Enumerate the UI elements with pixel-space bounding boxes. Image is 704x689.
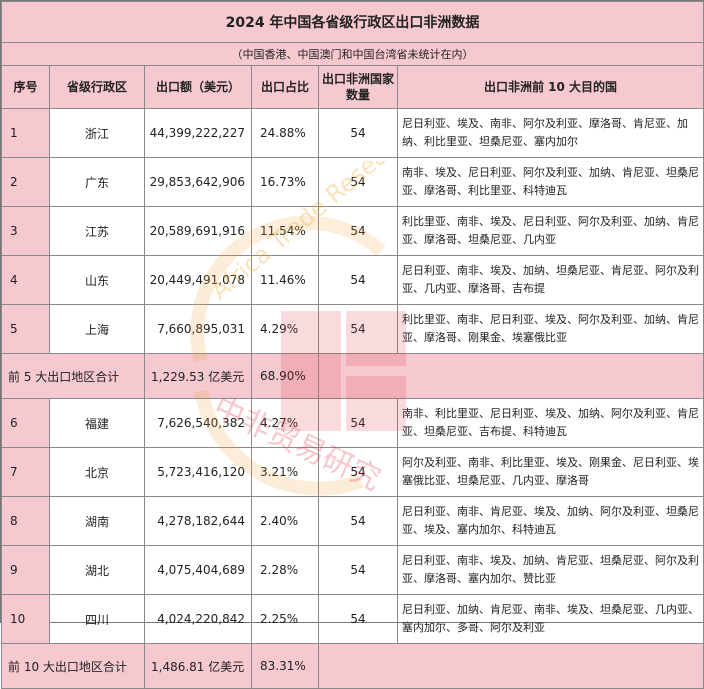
- row-share: 2.25%: [251, 594, 319, 644]
- title-row: 2024 年中国各省级行政区出口非洲数据: [0, 1, 704, 43]
- row-share: 2.28%: [251, 545, 319, 595]
- row-amount: 4,075,404,689: [144, 545, 252, 595]
- subtotal-top10-share: 83.31%: [251, 643, 319, 689]
- row-amount: 5,723,416,120: [144, 447, 252, 497]
- row-destinations: 南非、埃及、尼日利亚、阿尔及利亚、加纳、肯尼亚、坦桑尼亚、摩洛哥、利比里亚、科特…: [396, 157, 704, 207]
- table-title: 2024 年中国各省级行政区出口非洲数据: [0, 1, 704, 43]
- row-amount: 20,449,491,078: [144, 255, 252, 305]
- subtotal-top10-blank: [317, 643, 704, 689]
- row-destinations: 尼日利亚、南非、肯尼亚、埃及、加纳、阿尔及利亚、坦桑尼亚、埃及、塞内加尔、科特迪…: [396, 496, 704, 546]
- row-countries: 54: [318, 304, 398, 354]
- row-amount: 7,626,540,382: [144, 398, 252, 448]
- table-subtitle: （中国香港、中国澳门和中国台湾省未统计在内）: [0, 42, 704, 66]
- row-countries: 54: [318, 157, 398, 207]
- row-destinations: 利比里亚、南非、尼日利亚、埃及、阿尔及利亚、加纳、肯尼亚、摩洛哥、刚果金、埃塞俄…: [396, 304, 704, 354]
- row-share: 3.21%: [251, 447, 319, 497]
- subtotal-top10-row: 前 10 大出口地区合计 1,486.81 亿美元 83.31%: [1, 643, 704, 689]
- row-countries: 54: [318, 255, 398, 305]
- row-index: 3: [1, 206, 50, 256]
- row-province: 广东: [49, 157, 145, 207]
- row-province: 四川: [49, 594, 145, 644]
- header-destinations: 出口非洲前 10 大目的国: [396, 65, 704, 109]
- row-destinations: 利比里亚、南非、埃及、尼日利亚、阿尔及利亚、加纳、肯尼亚、摩洛哥、坦桑尼亚、几内…: [396, 206, 704, 256]
- row-province: 江苏: [49, 206, 145, 256]
- table-row: 4 山东 20,449,491,078 11.46% 54 尼日利亚、南非、埃及、加纳、坦…: [1, 255, 704, 305]
- row-amount: 4,024,220,842: [144, 594, 252, 644]
- subtotal-top5-label: 前 5 大出口地区合计: [1, 353, 145, 399]
- row-index: 7: [1, 447, 50, 497]
- row-share: 16.73%: [251, 157, 319, 207]
- row-share: 4.29%: [251, 304, 319, 354]
- row-province: 山东: [49, 255, 145, 305]
- row-countries: 54: [318, 447, 398, 497]
- row-index: 6: [1, 398, 50, 448]
- row-province: 北京: [49, 447, 145, 497]
- row-destinations: 尼日利亚、南非、埃及、加纳、肯尼亚、坦桑尼亚、阿尔及利亚、摩洛哥、塞内加尔、赞比…: [396, 545, 704, 595]
- header-share: 出口占比: [251, 65, 319, 109]
- row-share: 11.54%: [251, 206, 319, 256]
- row-province: 湖南: [49, 496, 145, 546]
- header-amount: 出口额（美元）: [144, 65, 252, 109]
- row-index: 2: [1, 157, 50, 207]
- row-countries: 54: [318, 594, 398, 644]
- subtotal-top5-amount: 1,229.53 亿美元: [144, 353, 252, 399]
- row-countries: 54: [318, 108, 398, 158]
- subtotal-top10-amount: 1,486.81 亿美元: [144, 643, 252, 689]
- row-countries: 54: [318, 496, 398, 546]
- row-amount: 44,399,222,227: [144, 108, 252, 158]
- header-index: 序号: [1, 65, 50, 109]
- row-share: 11.46%: [251, 255, 319, 305]
- row-index: 4: [1, 255, 50, 305]
- row-share: 4.27%: [251, 398, 319, 448]
- subtotal-top10-label: 前 10 大出口地区合计: [1, 643, 145, 689]
- table-row: 9 湖北 4,075,404,689 2.28% 54 尼日利亚、南非、埃及、加纳、肯尼亚…: [1, 545, 704, 595]
- row-index: 1: [1, 108, 50, 158]
- row-province: 福建: [49, 398, 145, 448]
- row-destinations: 尼日利亚、埃及、南非、阿尔及利亚、摩洛哥、肯尼亚、加纳、利比里亚、坦桑尼亚、塞内…: [396, 108, 704, 158]
- row-countries: 54: [318, 206, 398, 256]
- row-destinations: 尼日利亚、加纳、肯尼亚、南非、埃及、坦桑尼亚、几内亚、塞内加尔、多哥、阿尔及利亚: [396, 594, 704, 644]
- row-destinations: 南非、利比里亚、尼日利亚、埃及、加纳、阿尔及利亚、肯尼亚、坦桑尼亚、吉布提、科特…: [396, 398, 704, 448]
- row-index: 10: [1, 594, 50, 644]
- row-province: 浙江: [49, 108, 145, 158]
- row-index: 9: [1, 545, 50, 595]
- row-index: 5: [1, 304, 50, 354]
- row-amount: 20,589,691,916: [144, 206, 252, 256]
- rows-group-top5: 1 浙江 44,399,222,227 24.88% 54 尼日利亚、埃及、南非、阿尔及利…: [1, 108, 704, 354]
- row-countries: 54: [318, 398, 398, 448]
- header-row: 序号 省级行政区 出口额（美元） 出口占比 出口非洲国家数量 出口非洲前 10 …: [1, 65, 704, 109]
- row-share: 2.40%: [251, 496, 319, 546]
- row-amount: 7,660,895,031: [144, 304, 252, 354]
- subtotal-top5-share: 68.90%: [251, 353, 319, 399]
- row-province: 上海: [49, 304, 145, 354]
- table-row: 3 江苏 20,589,691,916 11.54% 54 利比里亚、南非、埃及、尼日利亚…: [1, 206, 704, 256]
- rows-group-6-10: 6 福建 7,626,540,382 4.27% 54 南非、利比里亚、尼日利亚、埃及、加…: [1, 398, 704, 644]
- row-province: 湖北: [49, 545, 145, 595]
- row-destinations: 阿尔及利亚、南非、利比里亚、埃及、刚果金、尼日利亚、埃塞俄比亚、坦桑尼亚、几内亚…: [396, 447, 704, 497]
- table-row: 8 湖南 4,278,182,644 2.40% 54 尼日利亚、南非、肯尼亚、埃及、加纳…: [1, 496, 704, 546]
- row-amount: 29,853,642,906: [144, 157, 252, 207]
- subtotal-top5-blank: [317, 353, 704, 399]
- table-row: 5 上海 7,660,895,031 4.29% 54 利比里亚、南非、尼日利亚、埃及、阿…: [1, 304, 704, 354]
- table-row: 7 北京 5,723,416,120 3.21% 54 阿尔及利亚、南非、利比里亚、埃及、…: [1, 447, 704, 497]
- row-amount: 4,278,182,644: [144, 496, 252, 546]
- table-row: 1 浙江 44,399,222,227 24.88% 54 尼日利亚、埃及、南非、阿尔及利…: [1, 108, 704, 158]
- header-countries: 出口非洲国家数量: [318, 65, 398, 109]
- row-index: 8: [1, 496, 50, 546]
- subtitle-row: （中国香港、中国澳门和中国台湾省未统计在内）: [0, 42, 704, 66]
- subtotal-top5-row: 前 5 大出口地区合计 1,229.53 亿美元 68.90%: [1, 353, 704, 399]
- row-countries: 54: [318, 545, 398, 595]
- row-destinations: 尼日利亚、南非、埃及、加纳、坦桑尼亚、肯尼亚、阿尔及利亚、几内亚、摩洛哥、吉布提: [396, 255, 704, 305]
- header-province: 省级行政区: [49, 65, 145, 109]
- row-share: 24.88%: [251, 108, 319, 158]
- table-row: 6 福建 7,626,540,382 4.27% 54 南非、利比里亚、尼日利亚、埃及、加…: [1, 398, 704, 448]
- table-row: 2 广东 29,853,642,906 16.73% 54 南非、埃及、尼日利亚、阿尔及利…: [1, 157, 704, 207]
- table-row: 10 四川 4,024,220,842 2.25% 54 尼日利亚、加纳、肯尼亚、南非、埃…: [1, 594, 704, 644]
